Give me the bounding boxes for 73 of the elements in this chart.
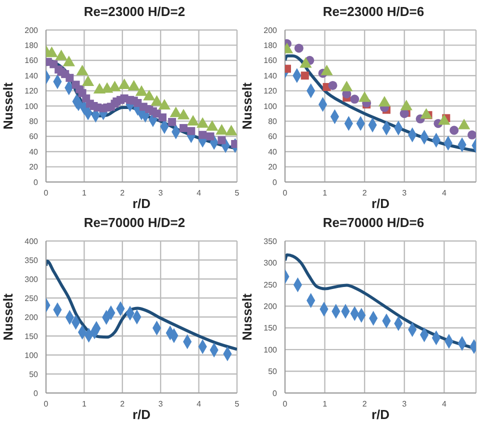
x-tick-label: 0 bbox=[282, 399, 288, 408]
y-tick-label: 0 bbox=[34, 178, 39, 187]
y-tick-label: 80 bbox=[29, 117, 39, 126]
y-axis-title: Nusselt bbox=[240, 292, 255, 340]
y-tick-label: 0 bbox=[272, 178, 278, 187]
x-tick-label: 2 bbox=[120, 399, 126, 408]
x-axis-title: r/D bbox=[132, 406, 151, 421]
y-tick-label: 400 bbox=[24, 236, 39, 246]
x-axis-title: r/D bbox=[371, 196, 390, 211]
y-axis-title: Nusselt bbox=[0, 82, 16, 130]
x-tick-label: 2 bbox=[120, 188, 126, 198]
chart-title: Re=70000 H/D=2 bbox=[82, 214, 186, 232]
x-tick-label: 4 bbox=[442, 188, 447, 198]
y-tick-label: 160 bbox=[24, 56, 39, 66]
y-axis-title: Nusselt bbox=[0, 292, 16, 340]
y-tick-label: 150 bbox=[264, 323, 278, 332]
y-axis-title: Nusselt bbox=[240, 82, 255, 130]
x-tick-label: 0 bbox=[282, 188, 288, 198]
y-tick-label: 350 bbox=[24, 255, 39, 264]
x-axis-title: r/D bbox=[371, 406, 390, 421]
y-tick-label: 350 bbox=[264, 236, 278, 246]
x-tick-label: 0 bbox=[44, 188, 49, 198]
x-tick-label: 2 bbox=[362, 399, 368, 408]
y-tick-label: 50 bbox=[268, 366, 278, 376]
y-tick-label: 120 bbox=[24, 86, 39, 96]
y-tick-label: 20 bbox=[29, 162, 39, 172]
x-tick-label: 4 bbox=[196, 399, 202, 408]
y-tick-label: 250 bbox=[24, 293, 39, 302]
x-tick-label: 3 bbox=[158, 188, 164, 198]
y-tick-label: 0 bbox=[272, 388, 278, 398]
y-tick-label: 60 bbox=[268, 132, 278, 142]
y-tick-label: 120 bbox=[264, 86, 278, 96]
y-tick-label: 140 bbox=[264, 71, 278, 80]
y-tick-label: 0 bbox=[34, 388, 39, 398]
x-tick-label: 4 bbox=[442, 399, 447, 408]
x-tick-label: 1 bbox=[82, 399, 87, 408]
x-tick-label: 5 bbox=[234, 188, 240, 198]
x-tick-label: 3 bbox=[402, 399, 408, 408]
y-tick-label: 200 bbox=[24, 312, 39, 322]
y-tick-label: 160 bbox=[264, 56, 278, 66]
x-tick-label: 0 bbox=[44, 399, 49, 408]
y-tick-label: 200 bbox=[264, 301, 278, 310]
y-tick-label: 20 bbox=[268, 162, 278, 172]
y-tick-label: 180 bbox=[264, 41, 278, 50]
chart-title: Re=70000 H/D=6 bbox=[322, 214, 426, 232]
x-tick-label: 1 bbox=[82, 188, 87, 198]
y-tick-label: 60 bbox=[29, 132, 39, 142]
y-tick-label: 80 bbox=[268, 117, 278, 126]
y-tick-label: 100 bbox=[264, 102, 278, 111]
y-tick-label: 140 bbox=[24, 71, 39, 80]
x-tick-label: 1 bbox=[322, 399, 328, 408]
y-tick-label: 50 bbox=[29, 369, 39, 378]
chart-title: Re=23000 H/D=2 bbox=[82, 3, 186, 21]
y-tick-label: 40 bbox=[268, 147, 278, 156]
y-tick-label: 150 bbox=[24, 331, 39, 340]
y-tick-label: 100 bbox=[24, 350, 39, 360]
y-tick-label: 200 bbox=[24, 26, 39, 35]
chart-title: Re=23000 H/D=6 bbox=[322, 3, 426, 21]
x-axis-title: r/D bbox=[132, 196, 151, 211]
y-tick-label: 180 bbox=[24, 41, 39, 50]
x-tick-label: 1 bbox=[322, 188, 328, 198]
x-tick-label: 3 bbox=[402, 188, 408, 198]
y-tick-label: 250 bbox=[264, 280, 278, 289]
x-tick-label: 5 bbox=[234, 399, 240, 408]
y-tick-label: 100 bbox=[24, 102, 39, 111]
x-tick-label: 2 bbox=[362, 188, 368, 198]
x-tick-label: 4 bbox=[196, 188, 202, 198]
y-tick-label: 100 bbox=[264, 344, 278, 354]
y-tick-label: 40 bbox=[29, 147, 39, 156]
y-tick-label: 300 bbox=[264, 258, 278, 268]
y-tick-label: 200 bbox=[264, 26, 278, 35]
y-tick-label: 300 bbox=[24, 274, 39, 284]
x-tick-label: 3 bbox=[158, 399, 164, 408]
